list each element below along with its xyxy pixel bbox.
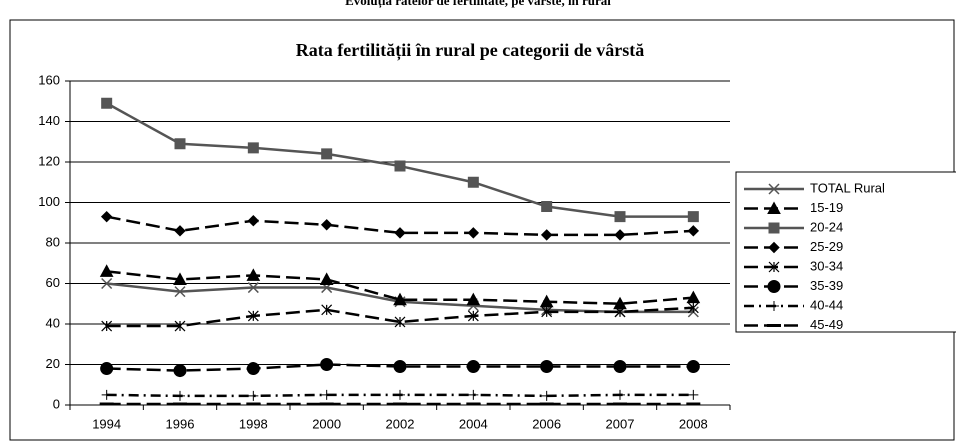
marker: [174, 225, 186, 237]
marker: [101, 389, 112, 400]
marker: [247, 215, 260, 227]
x-tick-label: 2006: [532, 416, 561, 431]
marker: [247, 310, 259, 322]
legend-label: 15-19: [810, 200, 843, 215]
y-tick-label: 160: [38, 72, 60, 87]
marker: [541, 306, 553, 318]
marker: [395, 389, 405, 400]
marker: [466, 360, 480, 374]
marker: [467, 310, 479, 322]
marker: [321, 148, 333, 160]
marker: [540, 360, 554, 374]
y-tick-label: 60: [46, 275, 60, 290]
marker: [319, 272, 334, 285]
marker: [768, 183, 780, 195]
series-line: [106, 215, 694, 237]
caption: Evoluția ratelor de fertilitate, pe vârs…: [345, 0, 611, 9]
chart-title: Rata fertilității în rural pe categorii …: [296, 40, 644, 61]
x-tick-label: 2002: [386, 416, 415, 431]
legend-label: TOTAL Rural: [810, 180, 885, 195]
marker: [467, 176, 479, 188]
marker: [173, 364, 187, 378]
marker: [174, 138, 186, 150]
y-tick-label: 100: [38, 194, 60, 209]
y-tick-label: 0: [53, 396, 60, 411]
marker: [100, 210, 113, 223]
marker: [101, 277, 113, 290]
y-tick-label: 80: [46, 234, 60, 249]
x-tick-label: 2007: [606, 416, 635, 431]
legend-label: 20-24: [810, 219, 843, 234]
marker: [321, 304, 333, 316]
marker: [99, 264, 114, 277]
marker: [247, 142, 259, 154]
marker: [175, 390, 185, 401]
marker: [101, 97, 113, 109]
marker: [687, 211, 699, 223]
marker: [394, 316, 406, 328]
series-line: [106, 306, 694, 328]
y-tick-label: 40: [46, 315, 60, 330]
legend-label: 35-39: [810, 278, 843, 293]
marker: [768, 261, 780, 273]
marker: [769, 301, 779, 311]
marker: [321, 389, 332, 400]
marker: [539, 294, 554, 308]
x-tick-label: 2004: [459, 416, 488, 431]
legend-label: 30-34: [810, 258, 843, 273]
marker: [393, 292, 407, 306]
marker: [174, 320, 186, 332]
legend-label: 25-29: [810, 239, 843, 254]
marker: [768, 222, 780, 234]
legend-label: 45-49: [810, 317, 843, 332]
x-tick-label: 1996: [166, 416, 195, 431]
marker: [173, 272, 187, 285]
marker: [394, 160, 406, 172]
marker: [614, 306, 626, 318]
marker: [540, 229, 553, 241]
marker: [613, 360, 627, 374]
marker: [687, 225, 700, 237]
marker: [393, 360, 407, 374]
marker: [466, 292, 481, 306]
y-tick-label: 140: [38, 113, 60, 128]
x-tick-label: 2008: [679, 416, 708, 431]
marker: [768, 241, 780, 254]
marker: [247, 282, 259, 294]
marker: [541, 390, 552, 401]
marker: [101, 320, 113, 332]
marker: [320, 219, 333, 231]
marker: [686, 290, 701, 304]
marker: [614, 211, 626, 223]
x-tick-label: 1994: [92, 416, 121, 431]
marker: [541, 201, 553, 213]
y-tick-label: 20: [46, 356, 60, 371]
series-line: [106, 102, 694, 218]
marker: [615, 389, 625, 400]
marker: [100, 362, 114, 376]
marker: [174, 286, 186, 298]
legend-box: [735, 171, 956, 333]
marker: [320, 358, 334, 371]
marker: [246, 268, 261, 281]
marker: [767, 201, 781, 214]
x-tick-label: 2000: [312, 416, 341, 431]
marker: [467, 227, 480, 239]
marker: [688, 389, 699, 400]
marker: [248, 390, 259, 401]
marker: [687, 302, 699, 314]
legend-label: 40-44: [810, 297, 843, 312]
marker: [468, 389, 479, 400]
marker: [246, 362, 260, 376]
marker: [767, 280, 781, 293]
y-tick-label: 120: [38, 153, 60, 168]
x-tick-label: 1998: [239, 416, 268, 431]
marker: [686, 360, 700, 374]
marker: [614, 229, 626, 241]
series-line: [106, 270, 694, 306]
marker: [394, 227, 406, 239]
